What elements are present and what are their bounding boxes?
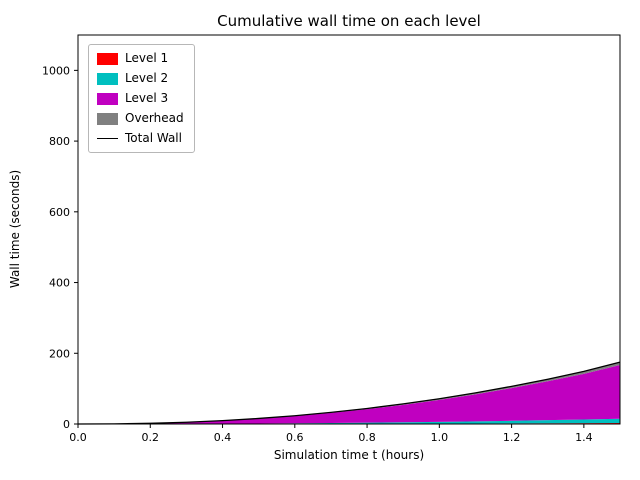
level1-swatch <box>97 52 118 65</box>
legend-item-level2: Level 2 <box>97 71 184 86</box>
svg-text:0.8: 0.8 <box>358 431 376 444</box>
legend-item-overhead: Overhead <box>97 111 184 126</box>
legend-label: Overhead <box>125 111 184 125</box>
svg-text:600: 600 <box>49 206 70 219</box>
svg-text:1000: 1000 <box>42 64 70 77</box>
svg-text:1.0: 1.0 <box>431 431 449 444</box>
svg-text:0.6: 0.6 <box>286 431 304 444</box>
svg-text:1.4: 1.4 <box>575 431 593 444</box>
svg-text:0.4: 0.4 <box>214 431 232 444</box>
x-axis-label: Simulation time t (hours) <box>273 448 425 462</box>
svg-text:800: 800 <box>49 135 70 148</box>
legend: Level 1 Level 2 Level 3 Overhead Total W… <box>88 44 195 153</box>
svg-text:400: 400 <box>49 277 70 290</box>
legend-item-level1: Level 1 <box>97 51 184 66</box>
svg-text:0.2: 0.2 <box>142 431 160 444</box>
level2-swatch <box>97 72 118 85</box>
legend-label: Level 1 <box>125 51 169 65</box>
y-axis-label: Wall time (seconds) <box>8 169 22 289</box>
svg-text:0.0: 0.0 <box>69 431 87 444</box>
legend-label: Level 2 <box>125 71 169 85</box>
svg-text:1.2: 1.2 <box>503 431 521 444</box>
svg-text:0: 0 <box>63 418 70 431</box>
overhead-swatch <box>97 112 118 125</box>
legend-label: Total Wall <box>125 131 182 145</box>
level3-swatch <box>97 92 118 105</box>
total-wall-swatch <box>97 133 118 145</box>
svg-text:200: 200 <box>49 347 70 360</box>
chart-title: Cumulative wall time on each level <box>217 12 481 30</box>
legend-item-level3: Level 3 <box>97 91 184 106</box>
legend-item-total-wall: Total Wall <box>97 131 184 146</box>
legend-label: Level 3 <box>125 91 169 105</box>
